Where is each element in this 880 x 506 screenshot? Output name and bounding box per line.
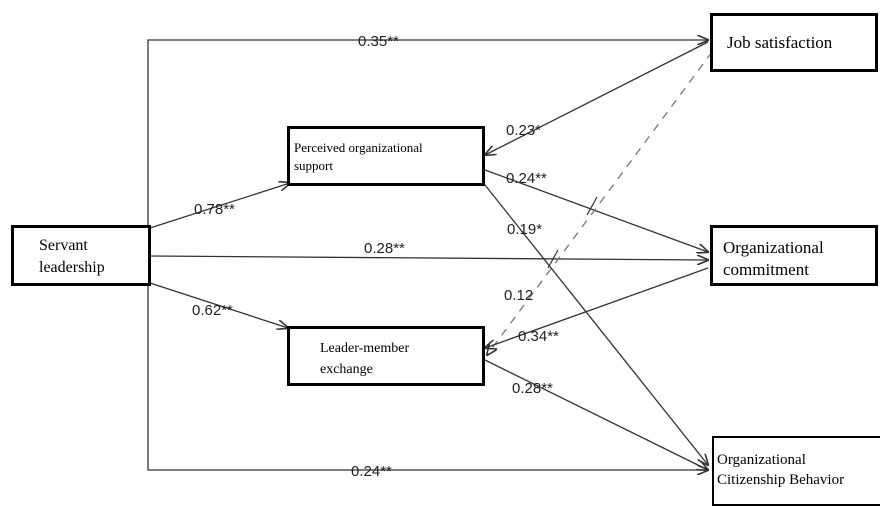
path-sl-job (147, 40, 708, 226)
path-sl-lmx (149, 282, 288, 328)
path-pos-oc (484, 169, 708, 252)
node-perceived-organizational-support: Perceived organizational support (287, 126, 485, 186)
label-sl-ocb: 0.24** (351, 463, 392, 480)
path-pos-ocb (484, 184, 708, 465)
node-pos-line2: support (294, 158, 333, 173)
label-sl-oc: 0.28** (364, 240, 405, 257)
node-ocb-line2: Citizenship Behavior (717, 472, 845, 488)
node-oc-line1: Organizational (723, 238, 824, 257)
label-lmx-ocb: 0.28** (512, 380, 553, 397)
path-sl-ocb (147, 286, 708, 470)
path-lmx-ocb (484, 359, 708, 470)
label-lmx-job: 0.12 (504, 287, 533, 304)
label-sl-pos: 0.78** (194, 201, 235, 218)
node-pos-line1: Perceived organizational (294, 140, 423, 155)
crossing-mark (547, 249, 559, 269)
path-sl-oc (149, 256, 708, 260)
label-pos-ocb: 0.19* (507, 221, 542, 238)
label-pos-oc: 0.24** (506, 170, 547, 187)
node-organizational-commitment: Organizational commitment (710, 225, 878, 286)
node-oc-line2: commitment (723, 260, 809, 279)
path-sl-pos (149, 183, 290, 229)
label-pos-job: 0.23* (506, 122, 541, 139)
node-lmx-line2: exchange (320, 362, 373, 377)
node-servant-leadership-line2: leadership (39, 259, 105, 276)
node-job-satisfaction-label: Job satisfaction (727, 33, 833, 52)
crossing-mark (586, 196, 598, 216)
node-lmx-line1: Leader-member (320, 341, 410, 356)
path-lmx-job (487, 51, 713, 355)
node-servant-leadership-line1: Servant (39, 237, 88, 254)
node-leader-member-exchange: Leader-member exchange (287, 326, 485, 386)
label-sl-job: 0.35** (358, 33, 399, 50)
node-servant-leadership: Servant leadership (11, 225, 151, 286)
label-sl-lmx: 0.62** (192, 302, 233, 319)
node-job-satisfaction: Job satisfaction (710, 13, 878, 72)
path-lmx-oc (485, 267, 709, 348)
path-pos-job (485, 41, 709, 155)
node-ocb-line1: Organizational (717, 452, 806, 468)
node-organizational-citizenship-behavior: Organizational Citizenship Behavior (712, 436, 880, 506)
label-lmx-oc: 0.34** (518, 328, 559, 345)
